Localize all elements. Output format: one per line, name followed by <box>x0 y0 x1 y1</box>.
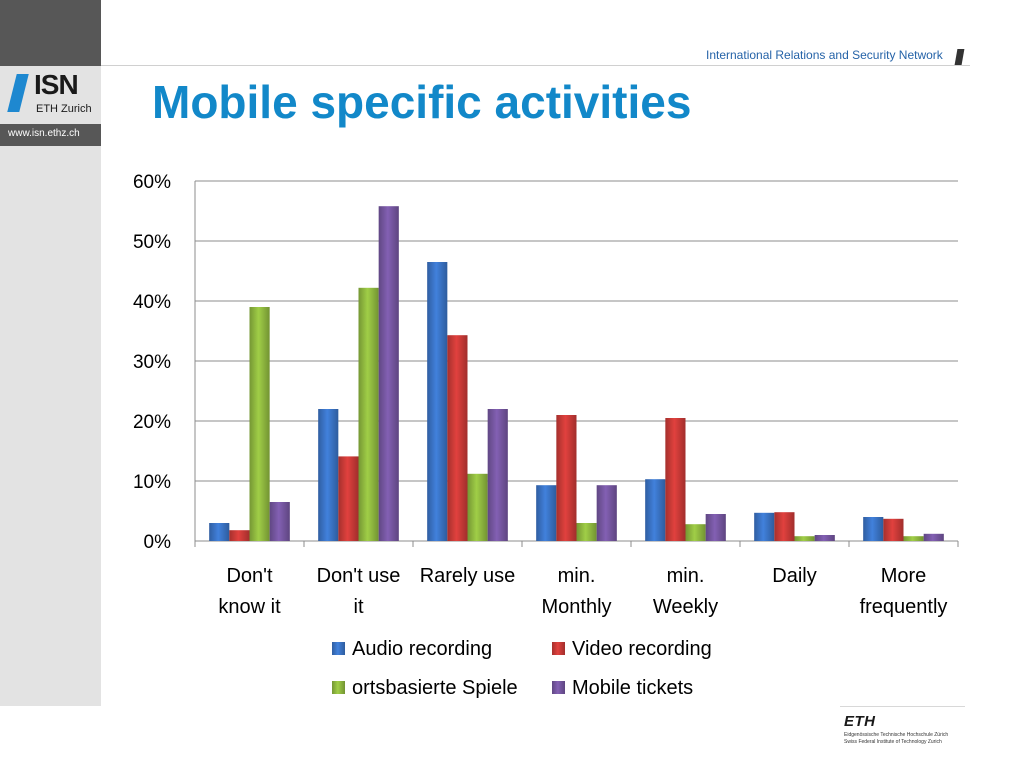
x-category-label: min. <box>558 565 596 587</box>
y-tick-label: 0% <box>144 532 172 553</box>
bar-ortsbasierte-spiele <box>249 307 270 541</box>
bar-mobile-tickets <box>814 535 835 541</box>
x-category-label: Rarely use <box>420 565 516 587</box>
bar-ortsbasierte-spiele <box>358 287 379 541</box>
bar-audio-recording <box>427 262 448 541</box>
bar-ortsbasierte-spiele <box>794 536 815 541</box>
x-category-label: know it <box>218 596 281 618</box>
bar-audio-recording <box>536 485 557 541</box>
bar-mobile-tickets <box>378 206 399 541</box>
x-category-label: it <box>354 596 364 618</box>
y-tick-label: 40% <box>133 292 171 313</box>
bar-mobile-tickets <box>923 533 944 541</box>
sidebar <box>0 66 101 706</box>
legend-swatch <box>332 681 345 694</box>
bar-audio-recording <box>863 517 884 541</box>
eth-logo-line-en: Swiss Federal Institute of Technology Zu… <box>844 739 942 745</box>
y-tick-label: 30% <box>133 352 171 373</box>
bar-video-recording <box>774 512 795 541</box>
bar-video-recording <box>665 418 686 541</box>
bar-ortsbasierte-spiele <box>685 524 706 541</box>
bar-mobile-tickets <box>269 502 290 541</box>
isn-logo[interactable]: ISN ETH Zurich <box>7 69 100 120</box>
eth-logo-line-de: Eidgenössische Technische Hochschule Zür… <box>844 732 949 738</box>
url-band: www.isn.ethz.ch <box>0 124 101 146</box>
legend-swatch <box>552 642 565 655</box>
bar-video-recording <box>229 530 250 541</box>
y-tick-label: 20% <box>133 412 171 433</box>
x-category-label: More <box>881 565 927 587</box>
x-category-label: min. <box>667 565 705 587</box>
eth-logo-word: ETH <box>844 713 876 730</box>
bar-ortsbasierte-spiele <box>467 473 488 541</box>
header-rule <box>101 65 970 66</box>
legend-label: Video recording <box>572 638 712 660</box>
network-name: International Relations and Security Net… <box>706 48 943 62</box>
x-category-label: frequently <box>860 596 948 618</box>
x-category-label: Weekly <box>653 596 718 618</box>
bar-ortsbasierte-spiele <box>576 523 597 541</box>
isn-logo-subtitle: ETH Zurich <box>36 103 92 115</box>
bar-audio-recording <box>318 409 339 541</box>
bar-mobile-tickets <box>596 485 617 541</box>
legend-label: Mobile tickets <box>572 677 693 699</box>
x-category-label: Don't use <box>317 565 401 587</box>
y-tick-label: 10% <box>133 472 171 493</box>
x-category-label: Monthly <box>541 596 611 618</box>
slide-title: Mobile specific activities <box>152 76 692 128</box>
x-category-label: Daily <box>772 565 816 587</box>
sidebar-top-band <box>0 0 101 66</box>
legend-label: ortsbasierte Spiele <box>352 677 518 699</box>
isn-logo-text: ISN <box>34 69 79 100</box>
legend-swatch <box>552 681 565 694</box>
y-tick-label: 50% <box>133 232 171 253</box>
bar-video-recording <box>338 456 359 541</box>
legend-swatch <box>332 642 345 655</box>
website-link[interactable]: www.isn.ethz.ch <box>8 128 80 139</box>
bar-video-recording <box>556 415 577 541</box>
footer-rule <box>840 706 965 707</box>
bar-mobile-tickets <box>705 514 726 541</box>
y-tick-label: 60% <box>133 172 171 193</box>
bar-ortsbasierte-spiele <box>903 536 924 541</box>
bar-video-recording <box>447 335 468 541</box>
bar-audio-recording <box>209 523 230 541</box>
bar-mobile-tickets <box>487 409 508 541</box>
legend-label: Audio recording <box>352 638 492 660</box>
eth-logo: ETH Eidgenössische Technische Hochschule… <box>844 713 974 751</box>
bar-audio-recording <box>645 479 666 541</box>
bar-video-recording <box>883 518 904 541</box>
x-category-label: Don't <box>226 565 273 587</box>
bar-audio-recording <box>754 512 775 541</box>
